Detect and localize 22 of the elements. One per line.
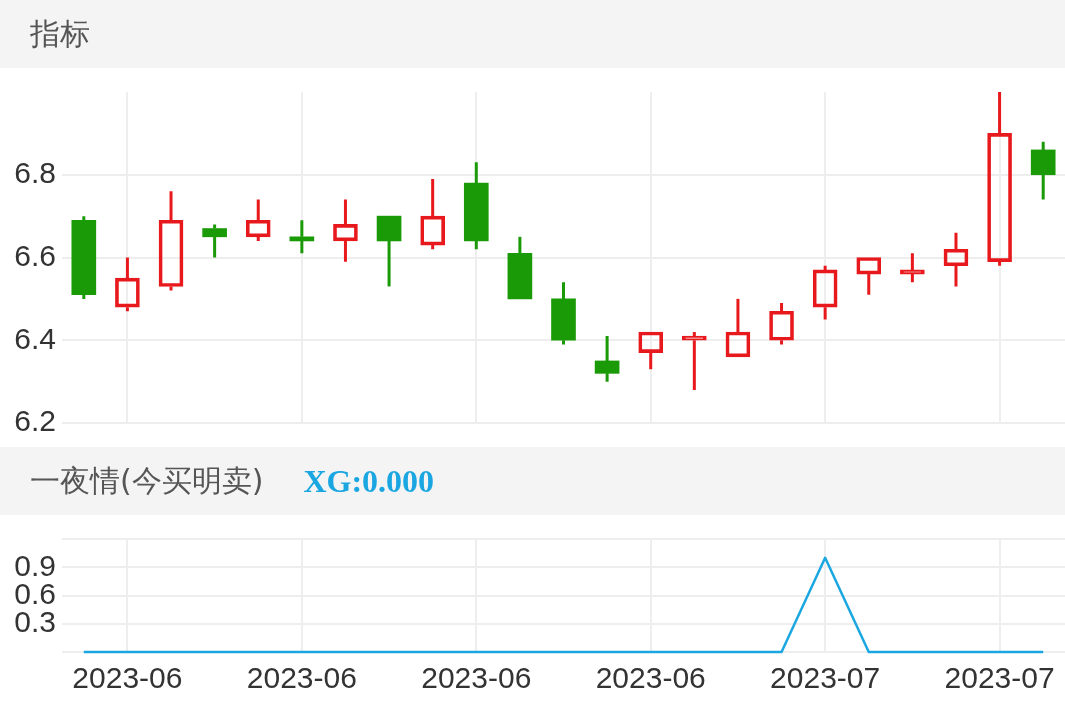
y-tick-label: 6.4 [14,321,56,355]
x-tick-label: 2023-07 [944,661,1055,695]
y-tick-label: 6.6 [14,238,56,272]
x-tick-label: 2023-06 [246,661,357,695]
candlestick [507,236,533,300]
candlestick [289,220,315,254]
candlestick [594,336,620,382]
x-tick-label: 2023-06 [421,661,532,695]
y-tick-label: 6.2 [14,404,56,438]
chart-title: 一夜情(今买明卖) [30,461,264,500]
candlestick [376,215,402,287]
y-tick-label: 6.8 [14,156,56,190]
candlestick [202,224,227,258]
candlestick [1030,141,1056,200]
text: XG:0.000 [303,462,435,500]
candlestick [71,216,97,299]
candlestick [551,282,576,345]
x-tick-label: 2023-06 [72,661,183,695]
x-tick-label: 2023-07 [770,661,881,695]
candlestick [463,162,489,250]
chart-title: 指标 [0,0,1065,68]
x-tick-label: 2023-06 [595,661,706,695]
